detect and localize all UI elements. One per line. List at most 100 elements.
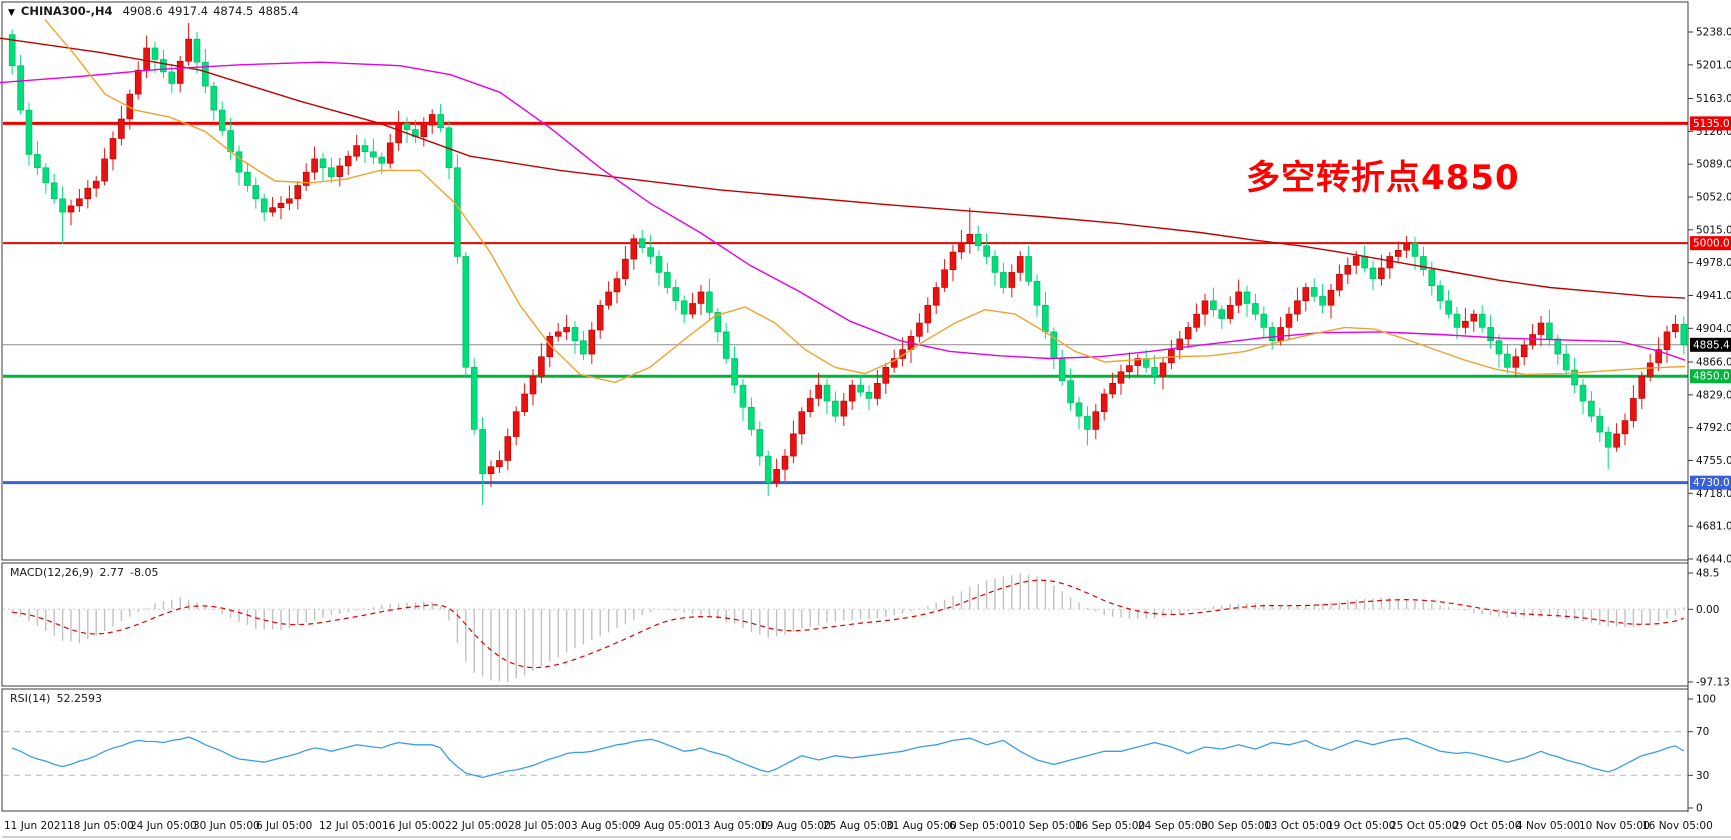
x-axis-date-label[interactable]: 18 Jun 05:00	[67, 820, 134, 832]
candle-body	[1394, 249, 1402, 257]
candle-body	[92, 180, 100, 189]
x-axis-date-label[interactable]: 29 Oct 05:00	[1453, 820, 1521, 832]
candle-body	[1092, 411, 1100, 430]
candle-body	[664, 272, 671, 288]
candle-body	[328, 167, 335, 177]
macd-main-value: 2.77	[99, 566, 125, 579]
rsi-scale-label: 0	[1696, 803, 1703, 815]
title-bar: ▼ CHINA300-,H4 4908.6 4917.4 4874.5 4885.4	[8, 4, 304, 18]
pivot-annotation-text: 多空转折点4850	[1246, 158, 1520, 198]
candle-body	[1075, 402, 1083, 417]
candle-body	[1184, 327, 1192, 340]
candle-body	[319, 158, 327, 169]
candle-body	[134, 69, 142, 95]
candle-body	[470, 367, 478, 430]
x-axis-date-label[interactable]: 30 Sep 05:00	[1201, 820, 1271, 832]
candle-body	[1680, 323, 1688, 346]
macd-scale-label: 0.00	[1696, 604, 1719, 616]
candle-body	[1588, 400, 1595, 417]
y-axis-label: 4829.0	[1696, 389, 1731, 401]
candle-body	[1546, 322, 1553, 340]
candle-body	[1352, 256, 1360, 266]
x-axis-date-label[interactable]: 13 Aug 05:00	[697, 820, 768, 832]
symbol-dropdown-icon[interactable]: ▼	[8, 8, 15, 18]
candle-body	[311, 158, 318, 173]
candle-body	[588, 329, 596, 355]
x-axis-date-label[interactable]: 24 Sep 05:00	[1138, 820, 1208, 832]
x-axis-date-label[interactable]: 16 Nov 05:00	[1642, 820, 1713, 832]
candle-body	[764, 455, 772, 483]
x-axis-date-label[interactable]: 13 Oct 05:00	[1264, 820, 1332, 832]
candle-body	[622, 258, 629, 279]
candle-body	[1403, 242, 1410, 251]
candle-body	[353, 145, 360, 157]
x-axis-date-label[interactable]: 24 Jun 05:00	[130, 820, 197, 832]
x-axis-date-label[interactable]: 19 Aug 05:00	[760, 820, 831, 832]
x-axis-date-label[interactable]: 25 Aug 05:00	[823, 820, 894, 832]
x-axis-date-label[interactable]: 10 Nov 05:00	[1579, 820, 1650, 832]
x-axis-date-label[interactable]: 28 Jul 05:00	[508, 820, 571, 832]
x-axis-date-label[interactable]: 22 Jul 05:00	[445, 820, 508, 832]
x-axis-date-label[interactable]: 10 Sep 05:00	[1012, 820, 1082, 832]
candle-body	[554, 331, 562, 337]
candle-body	[756, 429, 764, 457]
rsi-panel-frame[interactable]	[1, 688, 1689, 812]
candle-body	[563, 327, 570, 333]
x-axis-date-label[interactable]: 19 Oct 05:00	[1327, 820, 1395, 832]
x-axis-date-label[interactable]: 30 Jun 05:00	[193, 820, 260, 832]
ohlc-low: 4874.5	[213, 4, 254, 18]
candle-body	[857, 384, 864, 393]
x-axis-date-label[interactable]: 31 Aug 05:00	[886, 820, 957, 832]
x-axis-date-label[interactable]: 3 Aug 05:00	[571, 820, 635, 832]
candle-body	[1672, 323, 1679, 333]
x-axis-date-label[interactable]: 11 Jun 2021	[4, 820, 67, 832]
candle-body	[1655, 349, 1662, 364]
candle-body	[571, 327, 579, 342]
candle-body	[496, 460, 503, 468]
candle-body	[1058, 358, 1066, 381]
macd-panel-frame[interactable]	[1, 562, 1689, 687]
candle-body	[1436, 285, 1444, 302]
macd-signal-value: -8.05	[130, 566, 159, 579]
candle-body	[773, 469, 780, 483]
candle-body	[118, 118, 125, 139]
candle-body	[672, 287, 680, 302]
x-axis-date-label[interactable]: 12 Jul 05:00	[319, 820, 382, 832]
candle-body	[1067, 380, 1074, 404]
candle-body	[966, 233, 974, 244]
candle-body	[1260, 313, 1268, 328]
x-axis-date-label[interactable]: 16 Jul 05:00	[382, 820, 445, 832]
candle-body	[454, 167, 461, 257]
candle-body	[252, 185, 260, 200]
ohlc-close: 4885.4	[258, 4, 299, 18]
candle-body	[1571, 369, 1578, 386]
candle-body	[59, 198, 66, 213]
candle-body	[34, 154, 41, 169]
candle-body	[1252, 303, 1259, 315]
candle-body	[1218, 309, 1226, 319]
candle-body	[1428, 269, 1436, 287]
x-axis-date-label[interactable]: 16 Sep 05:00	[1075, 820, 1145, 832]
candle-body	[1042, 304, 1049, 333]
candle-body	[638, 238, 646, 248]
x-axis-date-label[interactable]: 25 Oct 05:00	[1390, 820, 1458, 832]
candle-body	[1193, 313, 1200, 328]
candle-body	[580, 340, 587, 355]
x-axis-date-label[interactable]: 9 Aug 05:00	[634, 820, 698, 832]
candle-body	[815, 384, 822, 399]
candle-body	[1529, 334, 1536, 346]
macd-signal-line	[12, 579, 1684, 669]
level-price-badge: 4730.0	[1693, 477, 1730, 489]
candle-body	[1344, 265, 1352, 275]
x-axis-date-label[interactable]: 6 Sep 05:00	[949, 820, 1012, 832]
ma-fast-orange	[44, 19, 1686, 384]
candle-body	[932, 287, 940, 306]
rsi-indicator-label: RSI(14) 52.2593	[10, 692, 108, 705]
candle-body	[1268, 327, 1276, 342]
y-axis-label: 5163.0	[1696, 93, 1731, 105]
y-axis-label: 4904.0	[1696, 323, 1731, 335]
x-axis-date-label[interactable]: 4 Nov 05:00	[1516, 820, 1580, 832]
candle-body	[1537, 322, 1545, 335]
x-axis-date-label[interactable]: 6 Jul 05:00	[256, 820, 312, 832]
